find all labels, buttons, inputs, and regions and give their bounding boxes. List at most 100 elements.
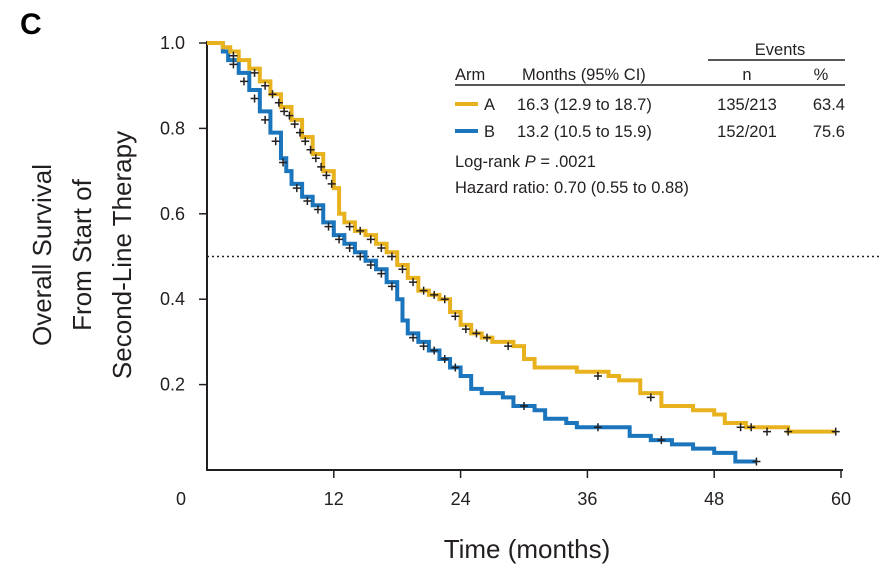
censor-mark — [268, 90, 277, 99]
legend-pct-a: 63.4 — [813, 96, 845, 114]
y-axis-label: Overall Survival From Start of Second-Line… — [27, 131, 137, 379]
censor-mark — [229, 60, 238, 69]
legend-months-b: 13.2 (10.5 to 15.9) — [517, 123, 652, 141]
censor-mark — [504, 342, 513, 351]
censor-mark — [440, 354, 449, 363]
y-tick-label: 0.8 — [160, 118, 185, 138]
censor-mark — [472, 329, 481, 338]
censor-mark — [747, 423, 756, 432]
censor-mark — [451, 312, 460, 321]
censor-mark — [398, 265, 407, 274]
censor-mark — [239, 77, 248, 86]
censor-mark — [366, 235, 375, 244]
legend-arm-a: A — [484, 96, 495, 114]
y-axis-label-line: Overall Survival — [27, 164, 57, 346]
censor-mark — [483, 333, 492, 342]
censor-mark — [763, 427, 772, 436]
censor-mark — [409, 333, 418, 342]
censor-mark — [366, 261, 375, 270]
censor-mark — [250, 94, 259, 103]
censor-mark — [229, 51, 238, 60]
legend-header-months: Months (95% CI) — [522, 66, 646, 84]
censor-mark — [377, 243, 386, 252]
censor-mark — [292, 184, 301, 193]
censor-mark — [303, 196, 312, 205]
censor-mark — [313, 205, 322, 214]
legend: Events Arm Months (95% CI) n % A 16.3 (1… — [455, 41, 845, 197]
y-axis-label-line: Second-Line Therapy — [107, 131, 137, 379]
y-tick-label: 0.2 — [160, 375, 185, 395]
y-tick-label: 0.4 — [160, 289, 185, 309]
censor-mark — [752, 457, 761, 466]
x-tick-label: 60 — [831, 489, 851, 509]
censor-mark — [784, 427, 793, 436]
censor-mark — [831, 427, 840, 436]
censor-mark — [335, 235, 344, 244]
censor-mark — [736, 423, 745, 432]
censor-mark — [377, 269, 386, 278]
legend-n-a: 135/213 — [717, 96, 777, 114]
censor-mark — [419, 286, 428, 295]
legend-header-events: Events — [755, 41, 805, 59]
censor-mark — [356, 252, 365, 261]
legend-pct-b: 75.6 — [813, 123, 845, 141]
censor-mark — [306, 145, 315, 154]
censor-marks-b — [229, 60, 761, 466]
censor-mark — [322, 171, 331, 180]
logrank-prefix: Log-rank — [455, 153, 525, 171]
censor-mark — [280, 107, 289, 116]
censor-mark — [311, 154, 320, 163]
censor-mark — [419, 342, 428, 351]
legend-header-pct: % — [814, 66, 829, 84]
censor-mark — [250, 68, 259, 77]
x-axis-label: Time (months) — [444, 534, 611, 564]
censor-mark — [387, 282, 396, 291]
x-tick-label: 48 — [704, 489, 724, 509]
censor-mark — [290, 120, 299, 129]
censor-mark — [356, 226, 365, 235]
censor-mark — [461, 325, 470, 334]
hazard-ratio-annotation: Hazard ratio: 0.70 (0.55 to 0.88) — [455, 179, 689, 197]
x-tick-label: 36 — [577, 489, 597, 509]
legend-header-n: n — [742, 66, 751, 84]
censor-mark — [451, 363, 460, 372]
censor-mark — [295, 128, 304, 137]
x-tick-label: 24 — [451, 489, 471, 509]
logrank-annotation: Log-rank P = .0021 — [455, 153, 596, 171]
legend-n-b: 152/201 — [717, 123, 777, 141]
censor-mark — [520, 401, 528, 410]
censor-mark — [409, 278, 418, 287]
censor-mark — [387, 252, 396, 261]
censor-mark — [593, 372, 602, 381]
censor-mark — [317, 162, 326, 171]
censor-mark — [440, 295, 449, 304]
logrank-value: = .0021 — [536, 153, 596, 171]
legend-months-a: 16.3 (12.9 to 18.7) — [517, 96, 652, 114]
x-tick-label: 12 — [324, 489, 344, 509]
censor-mark — [261, 81, 270, 90]
censor-mark — [593, 423, 602, 432]
censor-mark — [285, 111, 294, 120]
legend-arm-b: B — [484, 123, 495, 141]
y-tick-label: 0.6 — [160, 204, 185, 224]
censor-mark — [430, 346, 439, 355]
censor-mark — [430, 290, 439, 299]
censor-mark — [301, 137, 310, 146]
censor-mark — [345, 222, 354, 231]
x-tick-label: 0 — [176, 489, 186, 509]
survival-curve-b — [207, 41, 757, 464]
censor-mark — [274, 98, 283, 107]
censor-mark — [279, 158, 288, 167]
logrank-p: P — [525, 153, 536, 171]
censor-mark — [324, 222, 333, 231]
y-axis-label-line: From Start of — [67, 178, 97, 330]
panel-label: C — [20, 8, 42, 41]
survival-curve-a — [207, 41, 836, 434]
censor-mark — [657, 436, 666, 445]
censor-mark — [271, 137, 280, 146]
censor-mark — [327, 179, 336, 188]
censor-mark — [261, 115, 270, 124]
censor-marks-a — [229, 51, 840, 436]
legend-header-arm: Arm — [455, 66, 485, 84]
